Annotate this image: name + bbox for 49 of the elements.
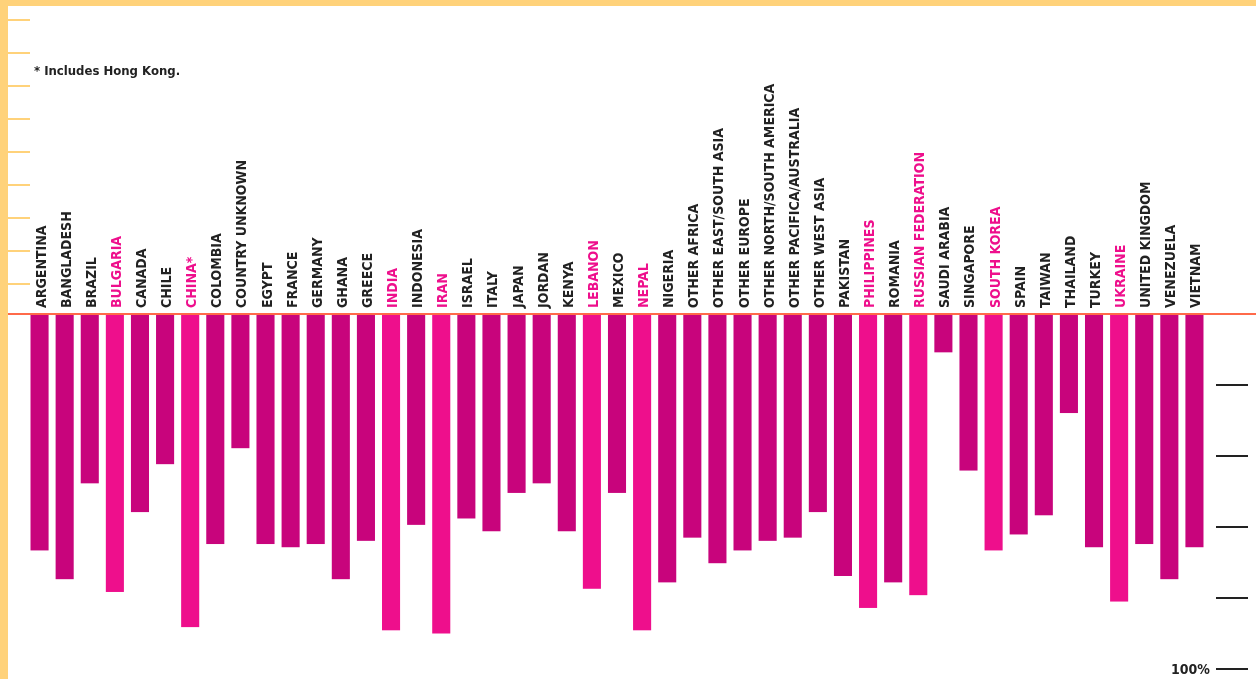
x-tick-label: SPAIN	[1011, 266, 1028, 308]
x-tick-label: PHILIPPINES	[861, 219, 878, 308]
x-tick-label: EGYPT	[258, 262, 275, 308]
x-tick-label: COUNTRY UNKNOWN	[233, 160, 250, 308]
x-tick-label: GERMANY	[308, 236, 325, 308]
x-tick-label: TURKEY	[1087, 251, 1104, 308]
x-tick-label: CHILE	[158, 266, 175, 308]
x-tick-label: SINGAPORE	[961, 225, 978, 308]
x-tick-label: NEPAL	[635, 263, 652, 308]
x-tick-label: OTHER PACIFICA/AUSTRALIA	[785, 107, 802, 308]
x-tick-label: VENEZUELA	[1162, 224, 1179, 308]
x-tick-label: OTHER AFRICA	[685, 203, 702, 308]
x-tick-label: BULGARIA	[107, 235, 124, 308]
x-tick-label: NIGERIA	[660, 249, 677, 308]
x-tick-label: ITALY	[484, 270, 501, 308]
x-tick-label: ISRAEL	[459, 258, 476, 308]
x-tick-label: FRANCE	[283, 251, 300, 308]
x-tick-label: INDIA	[384, 267, 401, 308]
text: * Includes Hong Kong.	[34, 63, 181, 78]
x-tick-label: CHINA*	[183, 256, 200, 308]
x-tick-label: GHANA	[333, 256, 350, 308]
x-tick-label: TAIWAN	[1036, 252, 1053, 308]
x-tick-label: IRAN	[434, 273, 451, 308]
x-tick-label: OTHER EAST/SOUTH ASIA	[710, 127, 727, 308]
x-tick-label: KENYA	[559, 261, 576, 308]
x-tick-label: GREECE	[358, 252, 375, 308]
x-tick-label: VIETNAM	[1187, 243, 1204, 308]
x-tick-label: LEBANON	[584, 240, 601, 308]
x-tick-label: OTHER WEST ASIA	[810, 177, 827, 308]
x-tick-label: JORDAN	[534, 252, 551, 309]
x-tick-label: PAKISTAN	[835, 238, 852, 308]
x-tick-label: OTHER EUROPE	[735, 198, 752, 308]
x-tick-label: ROMANIA	[886, 240, 903, 308]
x-tick-label: SOUTH KOREA	[986, 206, 1003, 308]
x-tick-label: SAUDI ARABIA	[936, 206, 953, 308]
text: 100%	[1171, 661, 1211, 677]
x-tick-label: COLOMBIA	[208, 233, 225, 308]
x-tick-label: JAPAN	[509, 265, 526, 309]
x-tick-label: UKRAINE	[1112, 244, 1129, 308]
x-tick-label: RUSSIAN FEDERATION	[911, 152, 928, 308]
x-tick-label: MEXICO	[610, 252, 626, 308]
x-tick-label: BANGLADESH	[57, 211, 74, 308]
x-tick-label: BRAZIL	[82, 257, 99, 308]
x-tick-label: UNITED KINGDOM	[1137, 181, 1154, 308]
x-tick-label: CANADA	[132, 248, 149, 308]
x-tick-label: INDONESIA	[409, 228, 426, 308]
x-tick-label: OTHER NORTH/SOUTH AMERICA	[760, 83, 777, 308]
x-tick-label: ARGENTINA	[32, 225, 49, 308]
x-tick-label: THAILAND	[1061, 235, 1078, 308]
